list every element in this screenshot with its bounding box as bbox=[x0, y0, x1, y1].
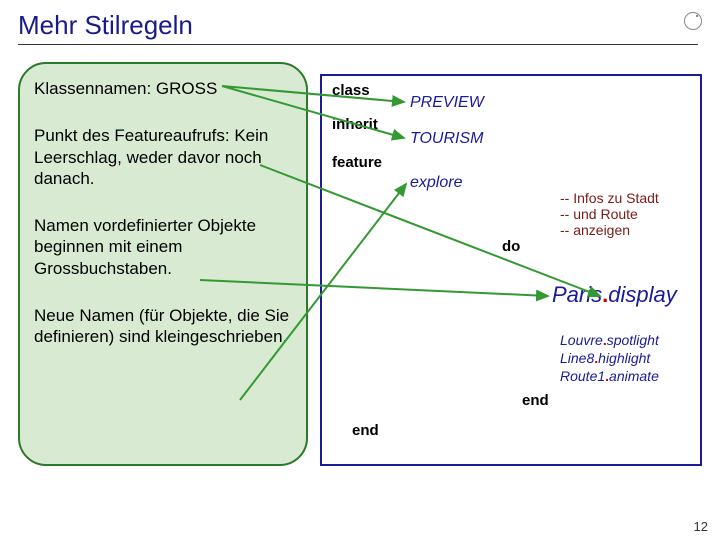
parent-name: TOURISM bbox=[410, 130, 483, 148]
feat-display: display bbox=[608, 282, 676, 307]
obj-louvre: Louvre bbox=[560, 332, 603, 348]
class-name: PREVIEW bbox=[410, 94, 484, 112]
code-panel: class PREVIEW inherit TOURISM feature ex… bbox=[320, 74, 702, 466]
kw-end-inner: end bbox=[522, 392, 549, 409]
feat-spotlight: spotlight bbox=[607, 332, 659, 348]
kw-end-outer: end bbox=[352, 422, 379, 439]
comment-1: -- Infos zu Stadt bbox=[560, 190, 659, 207]
logo-icon bbox=[684, 12, 702, 30]
call-louvre: Louvre.spotlight bbox=[560, 332, 659, 348]
kw-class: class bbox=[332, 82, 370, 99]
comment-2: -- und Route bbox=[560, 206, 638, 223]
feature-explore: explore bbox=[410, 174, 462, 192]
title-underline bbox=[18, 44, 698, 45]
call-paris: Paris.display bbox=[552, 282, 677, 308]
kw-feature: feature bbox=[332, 154, 382, 171]
page-number: 12 bbox=[694, 519, 708, 534]
obj-route1: Route1 bbox=[560, 368, 605, 384]
slide-title: Mehr Stilregeln bbox=[18, 10, 193, 41]
rule-predefined: Namen vordefinierter Objekte beginnen mi… bbox=[34, 215, 292, 279]
feat-animate: animate bbox=[609, 368, 659, 384]
obj-line8: Line8 bbox=[560, 350, 594, 366]
rule-dot: Punkt des Featureaufrufs: Kein Leerschla… bbox=[34, 125, 292, 189]
kw-inherit: inherit bbox=[332, 116, 378, 133]
rules-panel: Klassennamen: GROSS Punkt des Featureauf… bbox=[18, 62, 308, 466]
call-route1: Route1.animate bbox=[560, 368, 659, 384]
comment-3: -- anzeigen bbox=[560, 222, 630, 239]
rule-classname: Klassennamen: GROSS bbox=[34, 78, 292, 99]
kw-do: do bbox=[502, 238, 520, 255]
obj-paris: Paris bbox=[552, 282, 602, 307]
call-line8: Line8.highlight bbox=[560, 350, 650, 366]
feat-highlight: highlight bbox=[598, 350, 650, 366]
rule-newnames: Neue Namen (für Objekte, die Sie definie… bbox=[34, 305, 292, 348]
